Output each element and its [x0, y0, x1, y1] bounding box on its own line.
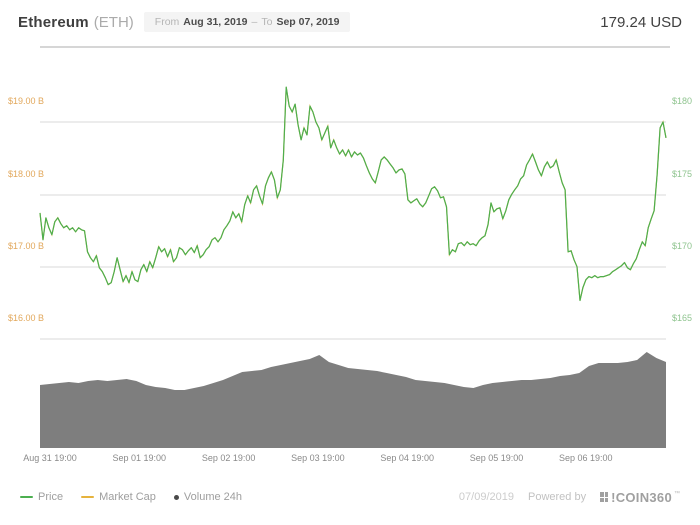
coin360-logo-icon [600, 491, 609, 502]
marketcap-axis-label: $19.00 B [8, 96, 44, 106]
legend-marketcap-label: Market Cap [99, 491, 156, 503]
legend-item-volume[interactable]: Volume 24h [173, 491, 243, 503]
range-separator: – [251, 15, 258, 28]
current-price: 179.24 USD [600, 13, 682, 31]
legend: Price Market Cap Volume 24h [20, 491, 242, 503]
coin360-logo[interactable]: !COIN360 ™ [600, 490, 680, 505]
x-axis-label: Sep 06 19:00 [559, 453, 613, 463]
date-range-badge[interactable]: From Aug 31, 2019 – To Sep 07, 2019 [143, 11, 351, 33]
trademark-symbol: ™ [674, 490, 680, 497]
range-from-label: From [154, 15, 180, 28]
price-axis-label: $170 [672, 241, 692, 251]
chart-footer: Price Market Cap Volume 24h 07/09/2019 P… [0, 487, 700, 507]
range-to-label: To [261, 15, 273, 28]
volume-area [40, 352, 666, 448]
legend-volume-label: Volume 24h [183, 491, 243, 503]
x-axis-label: Sep 02 19:00 [202, 453, 256, 463]
x-axis-label: Sep 03 19:00 [291, 453, 345, 463]
range-to-date: Sep 07, 2019 [276, 15, 340, 28]
x-axis-label: Sep 01 19:00 [113, 453, 167, 463]
legend-item-price[interactable]: Price [20, 491, 63, 503]
render-date: 07/09/2019 [458, 491, 514, 503]
marketcap-axis-label: $16.00 B [8, 313, 44, 323]
coin-title: Ethereum [18, 13, 89, 31]
marketcap-axis-label: $18.00 B [8, 169, 44, 179]
chart-header: Ethereum (ETH) From Aug 31, 2019 – To Se… [0, 0, 700, 44]
price-axis-label: $180 [672, 96, 692, 106]
x-axis-label: Aug 31 19:00 [23, 453, 77, 463]
legend-price-label: Price [38, 491, 64, 503]
coin360-brand-text: !COIN360 [611, 489, 672, 505]
x-axis-label: Sep 04 19:00 [380, 453, 434, 463]
price-line-swatch-icon [20, 496, 33, 498]
marketcap-axis-label: $17.00 B [8, 241, 44, 251]
powered-by-label: Powered by [527, 491, 587, 503]
price-axis-label: $165 [672, 313, 692, 323]
x-axis-label: Sep 05 19:00 [470, 453, 524, 463]
coin-ticker: (ETH) [93, 13, 134, 31]
volume-dot-swatch-icon [173, 494, 179, 500]
market-cap-line [39, 87, 667, 301]
range-from-date: Aug 31, 2019 [183, 15, 248, 28]
marketcap-line-swatch-icon [81, 496, 95, 498]
price-line [39, 86, 667, 302]
footer-right: 07/09/2019 Powered by !COIN360 ™ [459, 490, 680, 505]
price-axis-label: $175 [672, 169, 692, 179]
legend-item-marketcap[interactable]: Market Cap [81, 491, 156, 503]
